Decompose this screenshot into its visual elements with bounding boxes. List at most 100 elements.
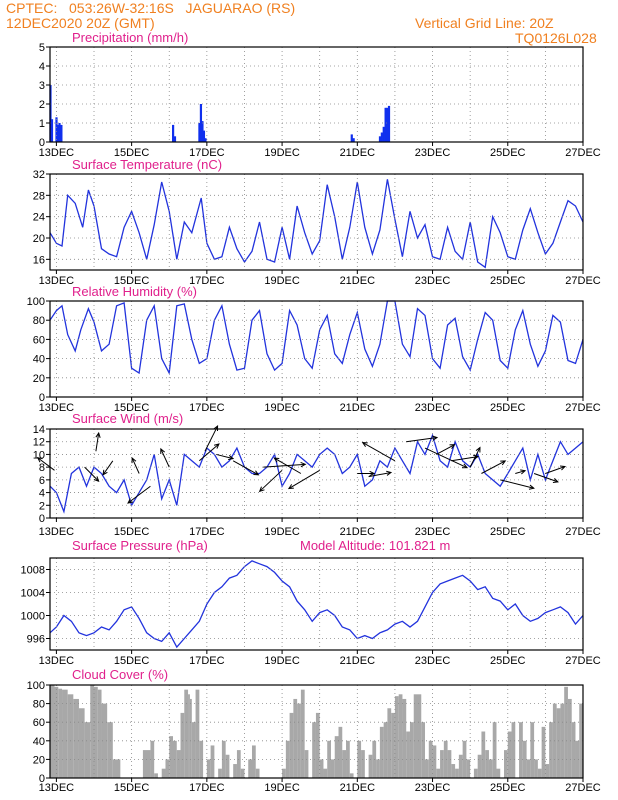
cloud-bar xyxy=(417,694,422,778)
panel-frame xyxy=(49,173,584,271)
panel-title: Surface Temperature (nC) xyxy=(72,157,222,172)
precip-bar xyxy=(199,104,203,142)
cloud-bar xyxy=(466,759,471,778)
cloud-bar xyxy=(255,768,260,778)
panel-1 xyxy=(46,46,584,146)
wind-arrowhead xyxy=(287,484,294,490)
wind-vector xyxy=(199,443,220,462)
x-tick-label: 27DEC xyxy=(565,782,601,794)
x-tick-label: 17DEC xyxy=(189,655,225,667)
cloud-bar xyxy=(383,722,388,778)
cloud-bar xyxy=(425,759,429,778)
x-tick-label: 13DEC xyxy=(39,526,75,538)
cloud-bar xyxy=(112,759,121,778)
wind-vector xyxy=(37,457,55,471)
x-tick-label: 15DEC xyxy=(114,526,150,538)
panel-title: Relative Humidity (%) xyxy=(72,284,197,299)
panel-6 xyxy=(46,684,584,782)
cloud-bar xyxy=(191,722,196,778)
wind-arrowhead xyxy=(475,446,481,453)
wind-vector xyxy=(84,466,99,482)
cloud-bar xyxy=(368,754,373,778)
cloud-bar xyxy=(338,726,343,778)
y-tick-label: 40 xyxy=(33,354,45,366)
cloud-bar xyxy=(154,773,158,778)
x-tick-label: 21DEC xyxy=(340,655,376,667)
x-tick-label: 27DEC xyxy=(565,655,601,667)
y-tick-label: 996 xyxy=(27,634,45,646)
cloud-bar xyxy=(391,712,395,778)
x-tick-label: 15DEC xyxy=(114,655,150,667)
wind-arrowhead xyxy=(36,457,43,463)
wind-vector xyxy=(204,425,219,452)
wind-arrowhead xyxy=(228,455,235,461)
y-tick-label: 60 xyxy=(33,717,45,729)
x-tick-label: 27DEC xyxy=(565,526,601,538)
x-tick-label: 23DEC xyxy=(415,655,451,667)
wind-arrowhead xyxy=(213,443,220,449)
precip-bar xyxy=(380,132,383,142)
cloud-bar xyxy=(567,698,572,778)
series-line xyxy=(49,433,584,514)
x-tick-label: 17DEC xyxy=(189,402,225,414)
x-tick-label: 21DEC xyxy=(340,526,376,538)
cloud-bar xyxy=(485,750,489,778)
wind-vector xyxy=(533,473,559,483)
cloud-bar xyxy=(84,722,91,778)
cloud-bar xyxy=(90,685,95,778)
wind-arrowhead xyxy=(131,457,137,464)
cloud-bar xyxy=(342,750,347,778)
cloud-bar xyxy=(184,689,189,778)
x-tick-label: 23DEC xyxy=(415,147,451,159)
wind-vector xyxy=(469,447,481,468)
y-tick-label: 1000 xyxy=(21,611,45,623)
y-tick-label: 100 xyxy=(27,296,45,308)
x-tick-label: 19DEC xyxy=(264,402,300,414)
wind-vector xyxy=(259,469,283,492)
precip-bar xyxy=(350,134,353,142)
cloud-bar xyxy=(496,768,501,778)
wind-arrowhead xyxy=(361,442,368,447)
cloud-bar xyxy=(413,694,418,778)
panel-title: Surface Pressure (hPa) xyxy=(72,538,208,553)
cloud-bar xyxy=(511,722,516,778)
y-tick-label: 20 xyxy=(33,233,45,245)
cloud-bar xyxy=(462,740,467,778)
wind-arrowhead xyxy=(449,444,456,449)
panel-3 xyxy=(46,300,584,401)
y-tick-label: 2 xyxy=(39,500,45,512)
x-tick-label: 19DEC xyxy=(264,782,300,794)
cloud-bar xyxy=(78,708,85,778)
cloud-bar xyxy=(349,773,354,778)
cloud-bar xyxy=(436,768,441,778)
cloud-bar xyxy=(67,694,74,778)
cloud-bar xyxy=(571,722,576,778)
cloud-bar xyxy=(312,722,316,778)
y-tick-label: 40 xyxy=(33,736,45,748)
cloud-bar xyxy=(330,759,335,778)
y-tick-label: 0 xyxy=(39,773,45,785)
wind-arrowhead xyxy=(160,447,166,454)
series-line xyxy=(49,179,584,269)
precip-bar xyxy=(198,123,201,142)
cloud-bar xyxy=(297,703,301,778)
x-tick-label: 25DEC xyxy=(490,526,526,538)
wind-arrowhead xyxy=(102,469,108,476)
cloud-bar xyxy=(579,703,583,778)
y-tick-label: 1008 xyxy=(21,565,45,577)
precip-bar xyxy=(50,119,54,142)
y-tick-label: 0 xyxy=(39,513,45,525)
cloud-bar xyxy=(421,722,426,778)
cloud-bar xyxy=(282,768,286,778)
x-tick-label: 19DEC xyxy=(264,147,300,159)
cloud-bar xyxy=(564,686,568,778)
y-tick-label: 20 xyxy=(33,373,45,385)
precip-bar xyxy=(55,117,58,142)
cloud-bar xyxy=(169,736,173,778)
precip-bar xyxy=(382,126,385,142)
cloud-bar xyxy=(233,764,237,778)
wind-arrowhead xyxy=(500,460,507,466)
wind-arrowhead xyxy=(528,484,535,490)
y-tick-label: 80 xyxy=(33,315,45,327)
wind-vector xyxy=(160,448,170,468)
